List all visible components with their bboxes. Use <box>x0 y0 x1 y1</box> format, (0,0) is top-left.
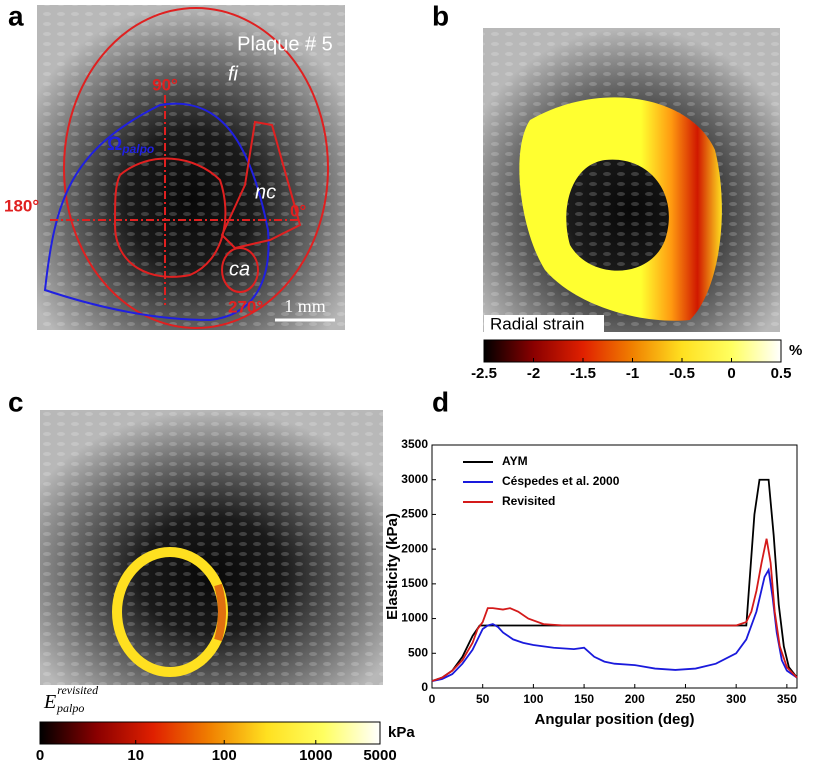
x-tick-label: 0 <box>429 692 436 706</box>
y-tick-label: 2500 <box>401 507 428 521</box>
colorbar-tick-label: 5000 <box>363 747 396 764</box>
x-axis-label: Angular position (deg) <box>535 711 695 728</box>
label-fi: fi <box>228 63 239 85</box>
ring-hot <box>218 585 222 640</box>
panel-letter: c <box>8 386 24 417</box>
y-tick-label: 0 <box>421 680 428 694</box>
panel-b: b Radial strain <box>432 0 780 335</box>
scale-label: 1 mm <box>284 296 326 316</box>
legend-label: Céspedes et al. 2000 <box>502 474 620 488</box>
label-0: 0° <box>290 201 306 220</box>
y-tick-label: 3000 <box>401 472 428 486</box>
y-tick-label: 3500 <box>401 437 428 451</box>
y-tick-label: 1500 <box>401 576 428 590</box>
colorbar-tick-label: -2.5 <box>471 365 497 382</box>
x-tick-label: 100 <box>523 692 543 706</box>
omega: Ω <box>107 134 122 155</box>
label-270: 270° <box>228 297 263 316</box>
label-ca: ca <box>229 258 250 280</box>
colorbar-tick-label: -2 <box>527 365 540 382</box>
figure: a Plaque # 5 fi 90° 180° 0° 270° nc ca Ω… <box>0 0 829 764</box>
panel-letter: a <box>8 0 24 31</box>
colorbar-tick-label: 10 <box>127 747 144 764</box>
colorbar-unit: kPa <box>388 724 415 741</box>
colorbar <box>40 722 380 744</box>
legend-label: Revisited <box>502 494 555 508</box>
colorbar-tick-label: 0 <box>36 747 44 764</box>
panel-letter: b <box>432 0 449 31</box>
label-180: 180° <box>4 196 39 215</box>
colorbar-unit: % <box>789 342 802 359</box>
x-tick-label: 150 <box>574 692 594 706</box>
label-nc: nc <box>255 181 276 203</box>
panel-c: c Erevisited palpo <box>8 386 383 715</box>
x-tick-label: 250 <box>675 692 695 706</box>
e-sup: revisited <box>57 683 99 697</box>
colorbar-title: Radial strain <box>490 314 585 333</box>
y-tick-label: 1000 <box>401 611 428 625</box>
colorbar-tick-label: 0.5 <box>771 365 792 382</box>
line-series <box>432 539 797 681</box>
colorbar-tick-label: 0 <box>727 365 735 382</box>
plaque-title: Plaque # 5 <box>237 33 333 55</box>
omega-sub: palpo <box>121 142 154 156</box>
legend-label: AYM <box>502 454 528 468</box>
x-tick-label: 50 <box>476 692 490 706</box>
colorbar-tick-label: -0.5 <box>669 365 695 382</box>
line-series <box>432 480 797 681</box>
y-axis-label: Elasticity (kPa) <box>384 513 401 620</box>
x-tick-label: 200 <box>625 692 645 706</box>
colorbar-tick-label: 1000 <box>299 747 332 764</box>
panel-letter: d <box>432 386 449 417</box>
e-sub: palpo <box>56 701 84 715</box>
colorbar-tick-label: 100 <box>212 747 237 764</box>
x-tick-label: 300 <box>726 692 746 706</box>
colorbar-tick-label: -1.5 <box>570 365 596 382</box>
y-tick-label: 2000 <box>401 541 428 555</box>
x-tick-label: 350 <box>777 692 797 706</box>
label-90: 90° <box>152 75 178 94</box>
e-base: E <box>43 691 56 713</box>
colorbar-tick-label: -1 <box>626 365 639 382</box>
panel-a: a Plaque # 5 fi 90° 180° 0° 270° nc ca Ω… <box>4 0 345 330</box>
y-tick-label: 500 <box>408 645 428 659</box>
